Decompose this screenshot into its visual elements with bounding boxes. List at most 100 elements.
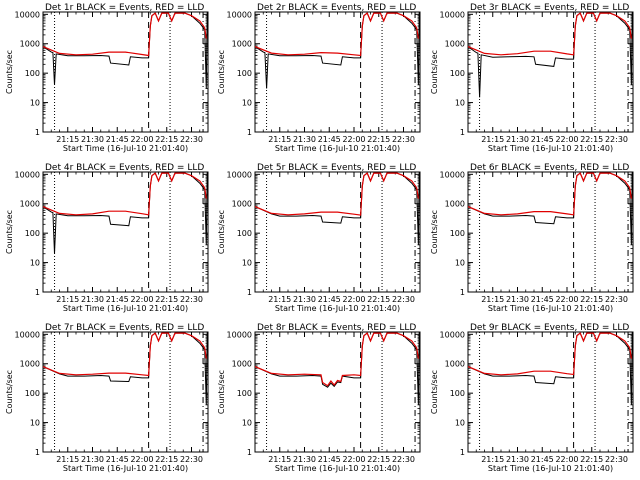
y-tick-label: 10000 [15, 10, 40, 19]
x-axis-label: Start Time (16-Jul-10 21:01:40) [275, 464, 400, 473]
x-axis-label: Start Time (16-Jul-10 21:01:40) [275, 304, 400, 313]
x-tick-label: 22:30 [180, 135, 203, 144]
y-axis-label: Counts/sec [217, 210, 226, 254]
chart-title: Det 3r BLACK = Events, RED = LLD [470, 3, 629, 13]
y-tick-label: 100 [25, 69, 40, 78]
plot-frame [42, 11, 209, 133]
lld-series-line [255, 12, 419, 57]
chart-panel-7: Det 7r BLACK = Events, RED = LLD 1 10 100 10… [5, 323, 209, 473]
x-tick-label: 22:30 [605, 455, 628, 464]
plot-frame [42, 331, 209, 453]
x-tick-label: 22:00 [342, 135, 365, 144]
lld-series-line [43, 172, 207, 216]
lld-series-line [468, 332, 632, 376]
events-series-line [43, 332, 208, 405]
y-tick-label: 1000 [232, 360, 252, 369]
y-tick-label: 10 [30, 419, 40, 428]
y-tick-label: 10 [30, 99, 40, 108]
y-tick-label: 1 [247, 448, 252, 457]
plot-frame [254, 11, 421, 133]
chart-panel-3: Det 3r BLACK = Events, RED = LLD 1 10 100 10… [430, 3, 634, 153]
y-axis-label: Counts/sec [5, 210, 14, 254]
chart-panel-2: Det 2r BLACK = Events, RED = LLD 1 10 100 10… [217, 3, 421, 153]
events-series-line [255, 172, 420, 245]
chart-panel-5: Det 5r BLACK = Events, RED = LLD 1 10 100 10… [217, 163, 421, 313]
x-tick-label: 22:15 [580, 135, 603, 144]
x-tick-label: 21:15 [56, 295, 79, 304]
y-tick-label: 10 [455, 419, 465, 428]
y-tick-label: 1000 [232, 40, 252, 49]
x-axis-label: Start Time (16-Jul-10 21:01:40) [63, 144, 188, 153]
x-tick-label: 22:15 [155, 295, 178, 304]
chart-title: Det 5r BLACK = Events, RED = LLD [257, 163, 416, 173]
y-tick-label: 10 [242, 259, 252, 268]
y-tick-label: 10000 [440, 170, 465, 179]
plot-frame [467, 171, 634, 293]
x-tick-label: 22:00 [342, 455, 365, 464]
events-series-line [255, 332, 420, 405]
chart-panel-6: Det 6r BLACK = Events, RED = LLD 1 10 100 10… [430, 163, 634, 313]
x-tick-label: 22:15 [367, 135, 390, 144]
x-tick-label: 22:30 [392, 455, 415, 464]
x-tick-label: 21:45 [106, 455, 129, 464]
x-tick-label: 21:45 [531, 455, 554, 464]
x-tick-label: 21:15 [268, 135, 291, 144]
x-tick-label: 21:30 [81, 455, 104, 464]
y-tick-label: 10000 [15, 330, 40, 339]
y-tick-label: 1000 [20, 200, 40, 209]
x-tick-label: 22:00 [130, 455, 153, 464]
y-tick-label: 1 [460, 288, 465, 297]
x-tick-label: 22:00 [130, 135, 153, 144]
x-tick-label: 21:30 [506, 455, 529, 464]
y-tick-label: 10000 [440, 10, 465, 19]
plot-frame [467, 11, 634, 133]
lld-series-line [468, 12, 632, 56]
x-tick-label: 22:15 [367, 295, 390, 304]
y-axis-label: Counts/sec [430, 210, 439, 254]
x-tick-label: 22:00 [555, 455, 578, 464]
y-tick-label: 1 [35, 448, 40, 457]
y-axis-label: Counts/sec [5, 370, 14, 414]
y-tick-label: 1000 [20, 360, 40, 369]
chart-title: Det 4r BLACK = Events, RED = LLD [45, 163, 204, 173]
x-axis-label: Start Time (16-Jul-10 21:01:40) [63, 304, 188, 313]
lld-series-line [43, 332, 207, 377]
y-tick-label: 100 [450, 229, 465, 238]
x-tick-label: 21:45 [531, 135, 554, 144]
y-axis-label: Counts/sec [217, 50, 226, 94]
y-tick-label: 10 [455, 259, 465, 268]
events-series-line [43, 12, 208, 89]
lld-series-line [255, 332, 419, 387]
x-tick-label: 22:30 [180, 295, 203, 304]
x-tick-label: 22:15 [155, 455, 178, 464]
x-tick-label: 22:00 [555, 135, 578, 144]
chart-title: Det 2r BLACK = Events, RED = LLD [257, 3, 416, 13]
x-tick-label: 22:15 [580, 455, 603, 464]
y-tick-label: 1 [247, 128, 252, 137]
events-series-line [468, 332, 633, 405]
y-tick-label: 100 [25, 389, 40, 398]
events-series-line [255, 12, 420, 89]
x-tick-label: 21:45 [531, 295, 554, 304]
x-axis-label: Start Time (16-Jul-10 21:01:40) [488, 464, 613, 473]
y-tick-label: 1 [460, 128, 465, 137]
chart-panel-1: Det 1r BLACK = Events, RED = LLD 1 10 100 10… [5, 3, 209, 153]
x-tick-label: 21:45 [318, 295, 341, 304]
x-tick-label: 21:15 [481, 295, 504, 304]
y-tick-label: 10000 [15, 170, 40, 179]
x-tick-label: 21:30 [293, 295, 316, 304]
x-tick-label: 21:15 [481, 135, 504, 144]
y-tick-label: 10 [242, 99, 252, 108]
lld-series-line [255, 172, 419, 216]
x-tick-label: 21:15 [56, 135, 79, 144]
x-tick-label: 22:00 [342, 295, 365, 304]
y-tick-label: 10000 [227, 10, 252, 19]
x-tick-label: 21:30 [293, 135, 316, 144]
chart-title: Det 8r BLACK = Events, RED = LLD [257, 323, 416, 333]
y-tick-label: 1000 [232, 200, 252, 209]
x-tick-label: 21:30 [293, 455, 316, 464]
x-tick-label: 22:30 [180, 455, 203, 464]
x-tick-label: 22:15 [155, 135, 178, 144]
x-tick-label: 21:15 [56, 455, 79, 464]
